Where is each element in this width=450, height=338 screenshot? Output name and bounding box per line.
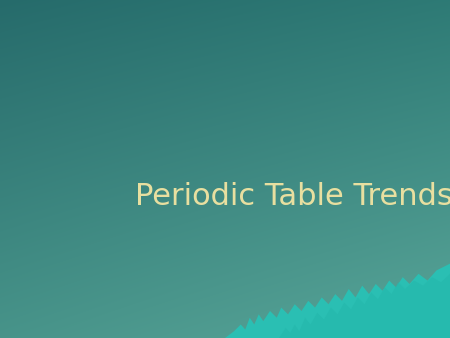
Polygon shape	[225, 264, 450, 338]
Polygon shape	[279, 274, 450, 338]
Text: Periodic Table Trends: Periodic Table Trends	[135, 182, 450, 211]
